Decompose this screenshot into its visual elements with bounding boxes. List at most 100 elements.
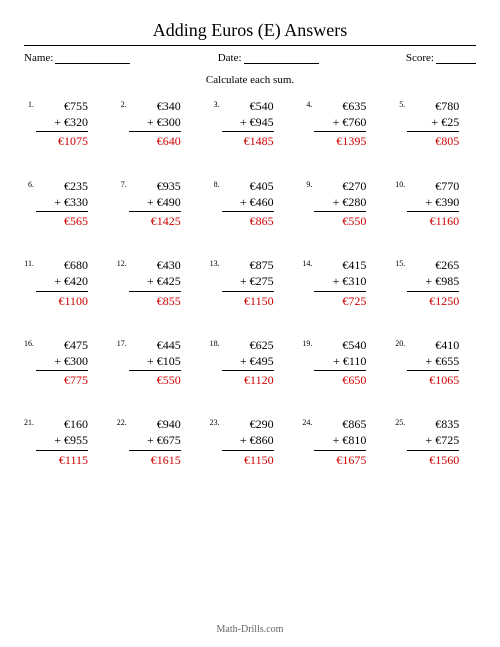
addend-b-row: +€955 [54, 432, 88, 448]
plus-sign: + [431, 114, 438, 130]
sum-rule [222, 450, 274, 451]
problem-number: 7. [117, 178, 129, 189]
addend-b: €330 [64, 194, 88, 210]
problem-number: 6. [24, 178, 36, 189]
addend-b: €390 [435, 194, 459, 210]
addend-b: €675 [157, 432, 181, 448]
problem: 5.€780+€25€805 [395, 98, 476, 150]
problem-number: 16. [24, 337, 36, 348]
addend-b-row: +€310 [333, 273, 367, 289]
problem: 18.€625+€495€1120 [210, 337, 291, 389]
problem-stack: €410+€655€1065 [407, 337, 459, 389]
addend-a: €445 [157, 337, 181, 353]
plus-sign: + [425, 432, 432, 448]
addend-a: €415 [342, 257, 366, 273]
addend-b-row: +€330 [54, 194, 88, 210]
problem-stack: €265+€985€1250 [407, 257, 459, 309]
problem: 1.€755+€320€1075 [24, 98, 105, 150]
plus-sign: + [54, 194, 61, 210]
problem-stack: €865+€810€1675 [314, 416, 366, 468]
addend-b-row: +€300 [147, 114, 181, 130]
addend-b-row: +€675 [147, 432, 181, 448]
problem-stack: €235+€330€565 [36, 178, 88, 230]
answer: €1065 [429, 372, 459, 388]
answer: €805 [435, 133, 459, 149]
answer: €1150 [244, 293, 274, 309]
addend-b-row: +€655 [425, 353, 459, 369]
addend-b-row: +€810 [333, 432, 367, 448]
problem: 21.€160+€955€1115 [24, 416, 105, 468]
problem: 19.€540+€110€650 [302, 337, 383, 389]
name-label: Name: [24, 52, 53, 64]
addend-a: €770 [435, 178, 459, 194]
problem-stack: €635+€760€1395 [314, 98, 366, 150]
problem: 10.€770+€390€1160 [395, 178, 476, 230]
problem-stack: €625+€495€1120 [222, 337, 274, 389]
addend-a: €835 [435, 416, 459, 432]
answer: €1485 [244, 133, 274, 149]
instruction-text: Calculate each sum. [24, 74, 476, 86]
problem: 7.€935+€490€1425 [117, 178, 198, 230]
plus-sign: + [147, 194, 154, 210]
sum-rule [36, 370, 88, 371]
problem-stack: €405+€460€865 [222, 178, 274, 230]
answer: €650 [342, 372, 366, 388]
addend-b-row: +€725 [425, 432, 459, 448]
addend-a: €780 [435, 98, 459, 114]
addend-b-row: +€760 [333, 114, 367, 130]
plus-sign: + [425, 353, 432, 369]
sum-rule [129, 211, 181, 212]
sum-rule [36, 291, 88, 292]
answer: €550 [157, 372, 181, 388]
addend-b: €985 [435, 273, 459, 289]
addend-b: €320 [64, 114, 88, 130]
problem: 20.€410+€655€1065 [395, 337, 476, 389]
plus-sign: + [54, 273, 61, 289]
addend-b: €490 [157, 194, 181, 210]
problem-number: 14. [302, 257, 314, 268]
problem-stack: €875+€275€1150 [222, 257, 274, 309]
problem-stack: €430+€425€855 [129, 257, 181, 309]
problem-number: 9. [302, 178, 314, 189]
addend-a: €475 [64, 337, 88, 353]
problem: 2.€340+€300€640 [117, 98, 198, 150]
problem-grid: 1.€755+€320€10752.€340+€300€6403.€540+€9… [24, 98, 476, 468]
date-field: Date: [218, 52, 319, 64]
plus-sign: + [147, 432, 154, 448]
page-title: Adding Euros (E) Answers [24, 20, 476, 41]
sum-rule [129, 370, 181, 371]
problem-stack: €770+€390 €1160 [407, 178, 459, 230]
answer: €775 [64, 372, 88, 388]
sum-rule [222, 211, 274, 212]
sum-rule [314, 370, 366, 371]
sum-rule [314, 291, 366, 292]
addend-b: €495 [250, 353, 274, 369]
addend-b: €280 [342, 194, 366, 210]
score-field: Score: [406, 52, 476, 64]
addend-b: €310 [342, 273, 366, 289]
problem-number: 3. [210, 98, 222, 109]
addend-a: €635 [342, 98, 366, 114]
plus-sign: + [333, 194, 340, 210]
addend-b-row: +€490 [147, 194, 181, 210]
answer: €865 [250, 213, 274, 229]
sum-rule [407, 211, 459, 212]
problem-number: 23. [210, 416, 222, 427]
addend-b: €655 [435, 353, 459, 369]
addend-b: €810 [342, 432, 366, 448]
answer: €1250 [429, 293, 459, 309]
answer: €1160 [430, 213, 460, 229]
addend-b-row: +€945 [240, 114, 274, 130]
meta-row: Name: Date: Score: [24, 52, 476, 64]
answer: €1615 [151, 452, 181, 468]
name-blank [55, 52, 130, 64]
addend-a: €540 [250, 98, 274, 114]
addend-b: €300 [64, 353, 88, 369]
plus-sign: + [425, 194, 432, 210]
plus-sign: + [54, 114, 61, 130]
problem: 11.€680+€420€1100 [24, 257, 105, 309]
score-blank [436, 52, 476, 64]
problem-number: 19. [302, 337, 314, 348]
problem: 15.€265+€985€1250 [395, 257, 476, 309]
problem-stack: €940+€675€1615 [129, 416, 181, 468]
